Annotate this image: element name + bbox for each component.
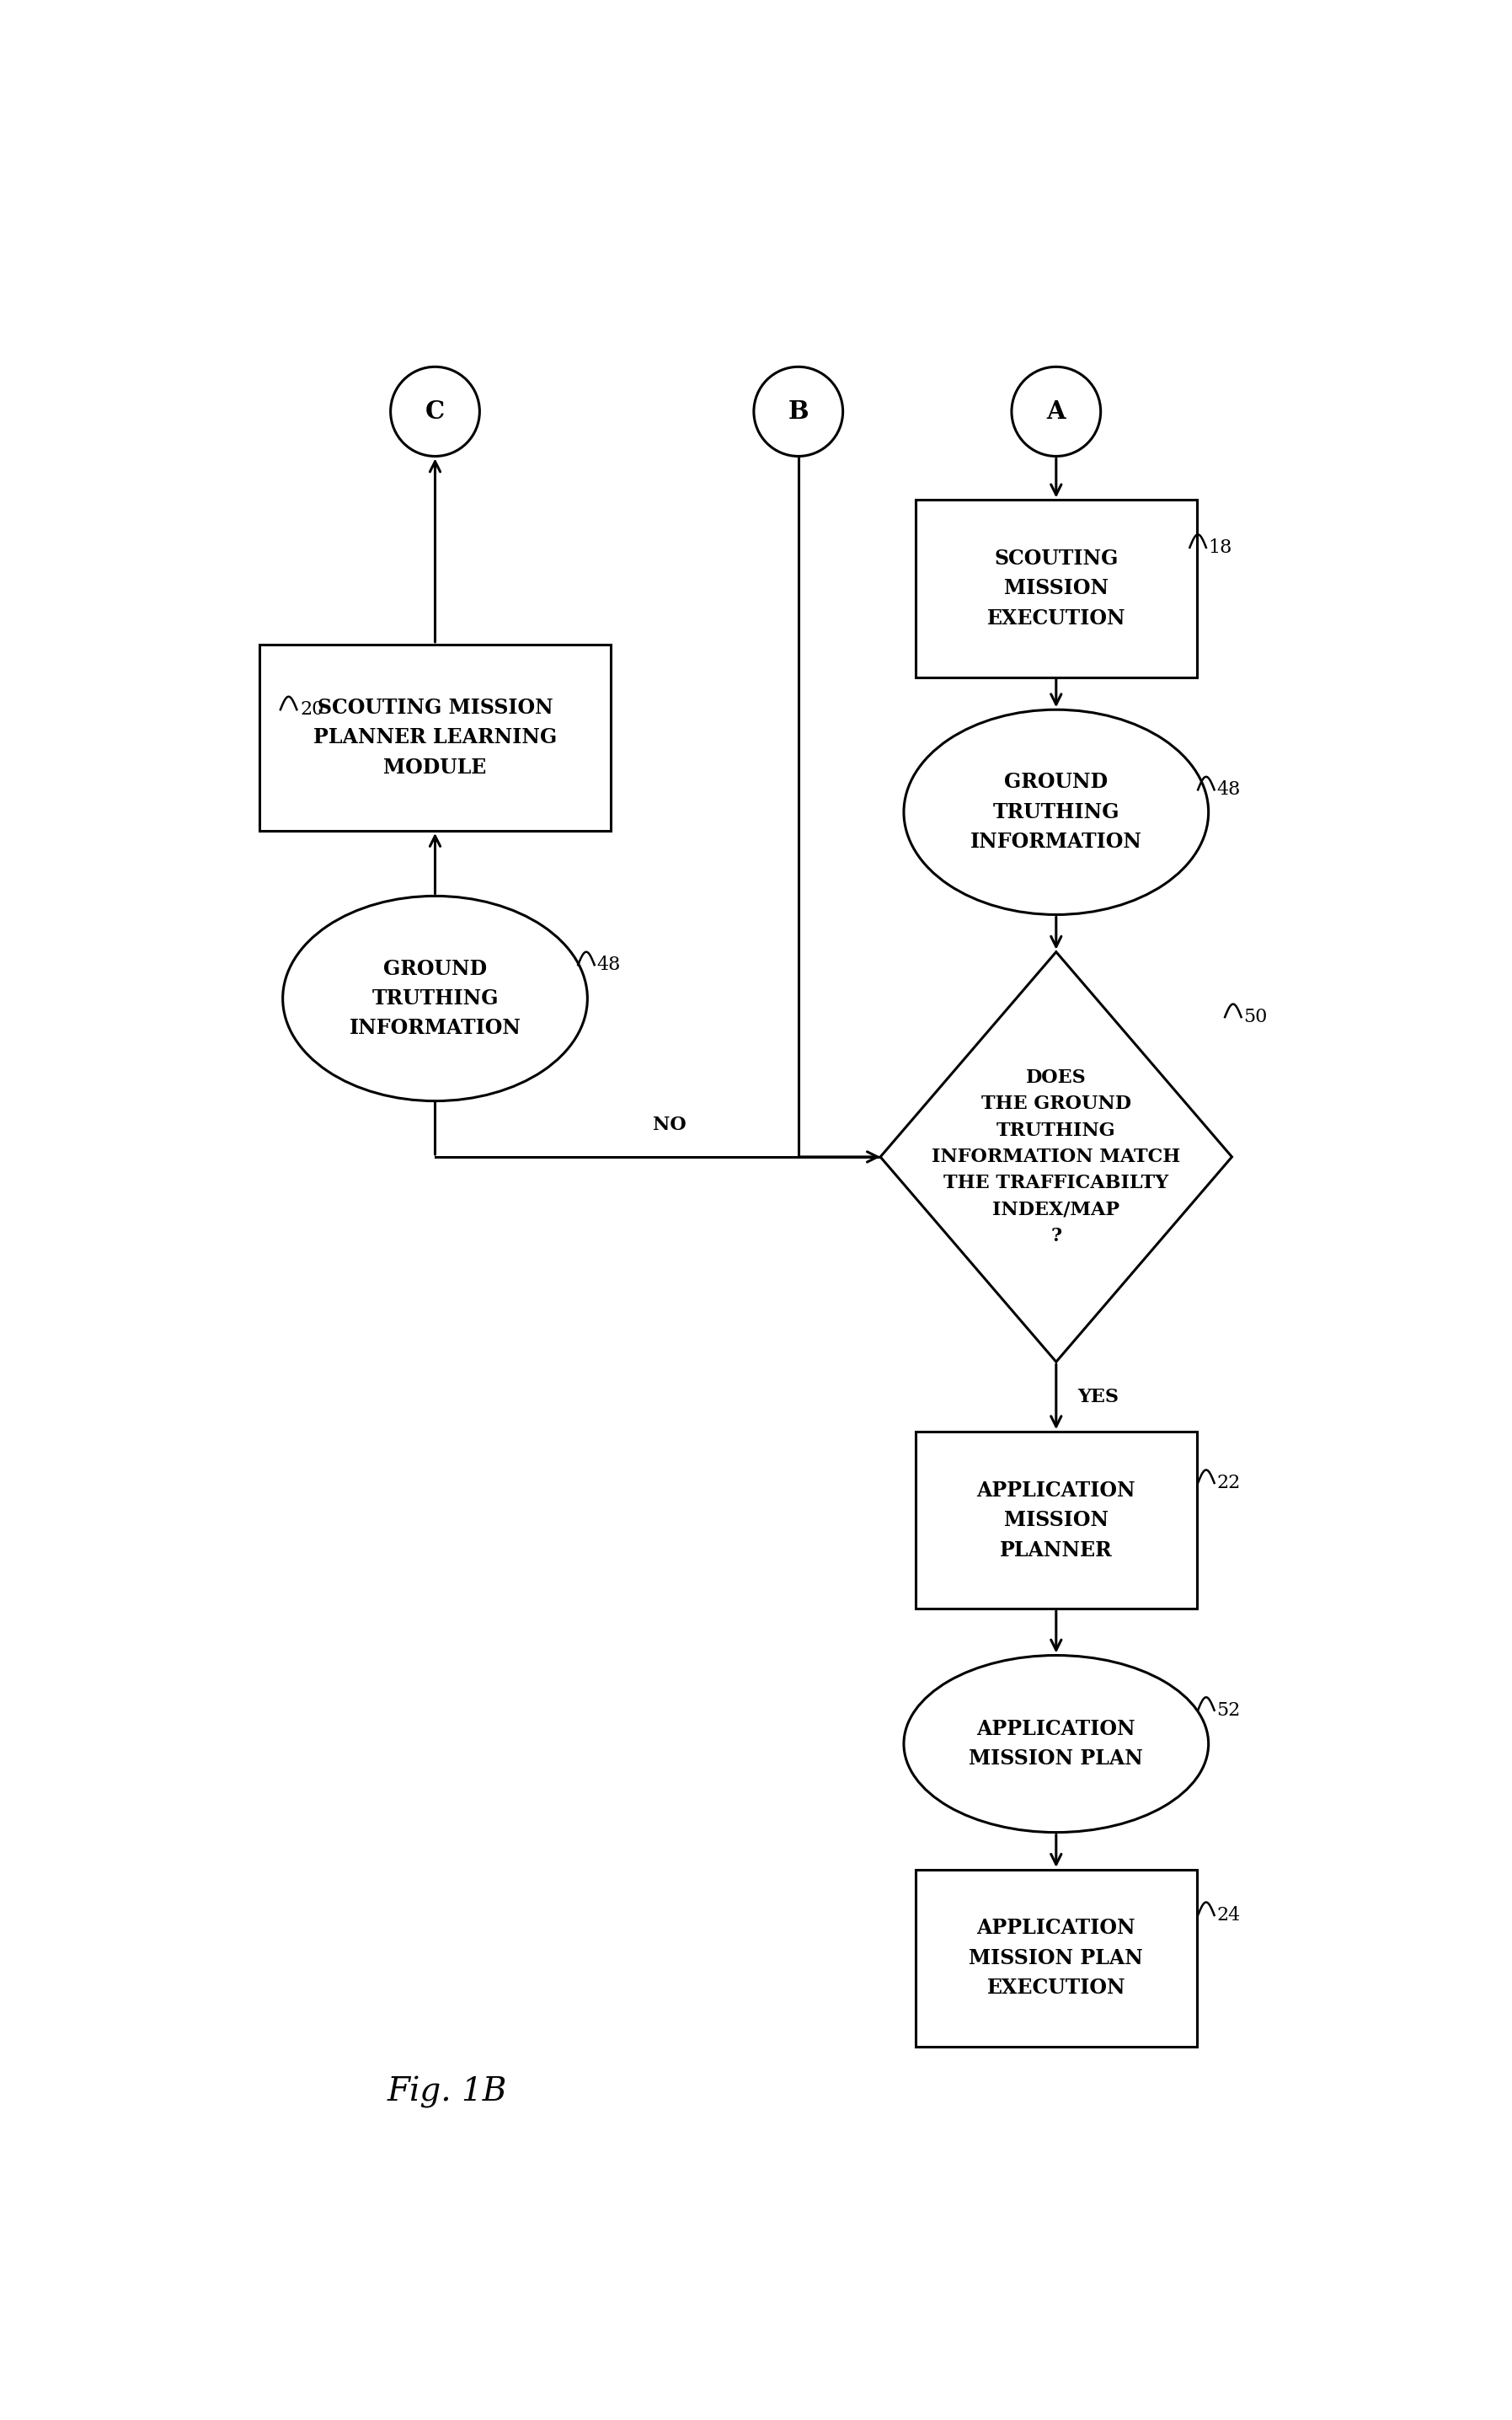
Text: Fig. 1B: Fig. 1B [387,2076,507,2108]
Ellipse shape [904,1655,1208,1832]
Ellipse shape [283,895,588,1101]
Bar [916,501,1198,678]
Bar [916,1433,1198,1609]
Text: 18: 18 [1208,537,1232,557]
Bar [916,1871,1198,2047]
Text: NO: NO [653,1116,686,1135]
Text: GROUND
TRUTHING
INFORMATION: GROUND TRUTHING INFORMATION [971,772,1142,852]
Ellipse shape [904,709,1208,915]
Ellipse shape [1012,368,1101,457]
Text: 48: 48 [597,956,621,975]
Text: 52: 52 [1217,1701,1240,1721]
Text: APPLICATION
MISSION PLAN
EXECUTION: APPLICATION MISSION PLAN EXECUTION [969,1919,1143,1999]
Text: 50: 50 [1243,1007,1267,1026]
Text: A: A [1046,399,1066,424]
Text: APPLICATION
MISSION
PLANNER: APPLICATION MISSION PLANNER [977,1481,1136,1561]
Text: 48: 48 [1217,782,1240,799]
Text: 22: 22 [1217,1474,1240,1493]
Text: SCOUTING MISSION
PLANNER LEARNING
MODULE: SCOUTING MISSION PLANNER LEARNING MODULE [313,697,556,777]
Text: 20: 20 [301,699,324,719]
Text: SCOUTING
MISSION
EXECUTION: SCOUTING MISSION EXECUTION [987,549,1125,629]
Text: 24: 24 [1217,1907,1240,1924]
Text: B: B [788,399,809,424]
Ellipse shape [754,368,842,457]
Text: APPLICATION
MISSION PLAN: APPLICATION MISSION PLAN [969,1718,1143,1769]
Text: YES: YES [1077,1387,1119,1406]
Polygon shape [880,951,1232,1362]
Text: C: C [425,399,445,424]
Bar [260,644,611,830]
Ellipse shape [390,368,479,457]
Text: DOES
THE GROUND
TRUTHING
INFORMATION MATCH
THE TRAFFICABILTY
INDEX/MAP
?: DOES THE GROUND TRUTHING INFORMATION MAT… [931,1067,1181,1246]
Text: GROUND
TRUTHING
INFORMATION: GROUND TRUTHING INFORMATION [349,958,522,1038]
